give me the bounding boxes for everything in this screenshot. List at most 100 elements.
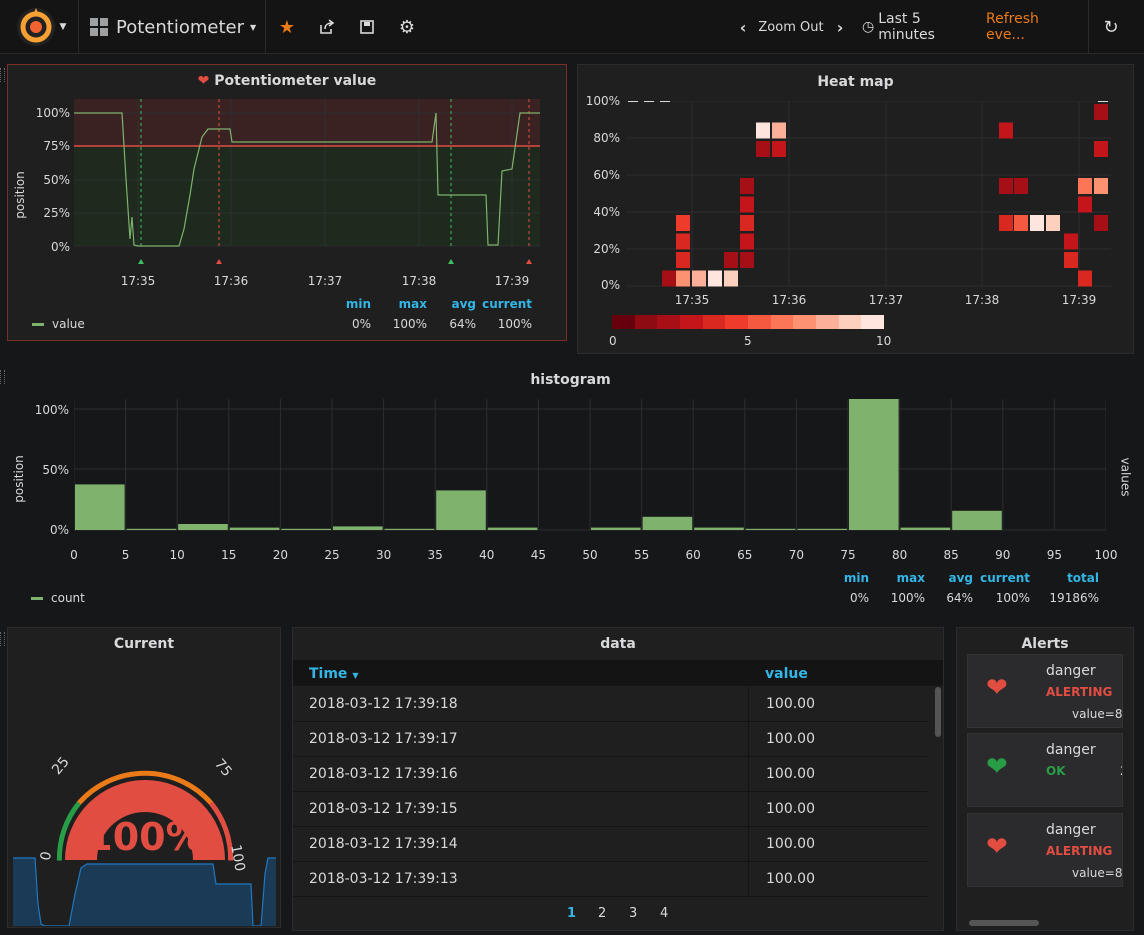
time-picker-button[interactable]: ◷ Last 5 minutes — [862, 6, 980, 48]
value-series-line — [74, 112, 540, 247]
histogram-bar — [384, 528, 435, 530]
table-row: 2018-03-12 17:39:14 100.00 — [293, 827, 927, 862]
histogram-bar — [126, 528, 177, 530]
heatmap-cell — [1094, 141, 1108, 157]
legend-series[interactable]: count — [31, 591, 85, 605]
y-tick-label: 50% — [43, 173, 70, 187]
alert-name: danger — [1046, 742, 1096, 758]
panel-title[interactable]: Heat map — [817, 74, 894, 90]
legend-header-max[interactable]: max — [896, 571, 925, 585]
column-header-value[interactable]: value — [765, 666, 808, 682]
x-tick-label: 35 — [427, 548, 443, 562]
legend-value-max: 100% — [890, 591, 925, 605]
y-tick-label: 20% — [593, 242, 620, 256]
y-tick-label: 25% — [43, 206, 70, 220]
heatmap-cell — [1046, 215, 1060, 231]
heatmap-cell — [662, 270, 676, 287]
pagination-page-2[interactable]: 2 — [598, 906, 607, 921]
refresh-interval-button[interactable]: Refresh eve... — [986, 6, 1080, 48]
grafana-logo-button[interactable]: ▼ — [8, 6, 74, 48]
zoom-out-button[interactable]: Zoom Out — [756, 6, 826, 48]
table-scrollbar[interactable] — [935, 687, 941, 737]
legend-header-current[interactable]: current — [482, 297, 532, 311]
pagination-page-4[interactable]: 4 — [660, 906, 669, 921]
pagination-page-3[interactable]: 3 — [629, 906, 638, 921]
alert-value: 2 — [1120, 764, 1122, 778]
panel-current: Current 100% 0 25 75 100 — [7, 627, 281, 928]
table-header: Time ▼ value — [293, 660, 943, 686]
row-drag-handle[interactable] — [0, 68, 5, 82]
x-tick-label: 17:36 — [213, 274, 249, 288]
dashboard-picker[interactable]: Potentiometer ▼ — [90, 6, 258, 48]
alert-state: ALERTING — [1046, 844, 1113, 858]
histogram-bar — [900, 527, 951, 530]
potentiometer-chart[interactable] — [74, 99, 540, 249]
legend-color-swatch — [702, 315, 726, 329]
heatmap-cell — [772, 122, 786, 139]
heatmap-cell — [772, 141, 786, 157]
legend-header-max[interactable]: max — [398, 297, 427, 311]
legend-value-min: 0% — [351, 317, 371, 331]
alerts-scrollbar[interactable] — [969, 920, 1039, 926]
y-tick-label: 100% — [35, 106, 70, 120]
legend-color-swatch — [838, 315, 862, 329]
gear-icon: ⚙ — [398, 16, 416, 38]
dashboard-title: Potentiometer — [116, 16, 244, 38]
heatmap-cell — [740, 215, 754, 231]
y-tick-label: 0% — [600, 278, 620, 292]
heatmap-chart[interactable] — [626, 101, 1111, 289]
refresh-button[interactable]: ↻ — [1096, 6, 1126, 48]
legend-header-avg[interactable]: avg — [451, 297, 476, 311]
legend-value-current: 100% — [995, 591, 1030, 605]
share-button[interactable] — [312, 6, 342, 48]
refresh-interval-label: Refresh eve... — [986, 11, 1039, 43]
legend-value-max: 100% — [392, 317, 427, 331]
legend-header-min[interactable]: min — [345, 297, 371, 311]
table-body[interactable]: 2018-03-12 17:39:18 100.00 2018-03-12 17:… — [293, 687, 935, 899]
panel-title[interactable]: histogram — [530, 372, 611, 388]
legend-series[interactable]: value — [32, 317, 85, 331]
x-tick-label: 0 — [70, 548, 78, 562]
star-icon: ★ — [278, 16, 296, 38]
heatmap-cell — [1094, 215, 1108, 231]
heatmap-cell — [756, 141, 770, 157]
alert-item[interactable]: ❤ danger OK 2 — [967, 733, 1123, 807]
panel-potentiometer: ❤ Potentiometer value position 100% 75% … — [7, 64, 567, 341]
row-drag-handle[interactable] — [0, 370, 5, 384]
legend-header-min[interactable]: min — [843, 571, 869, 585]
settings-button[interactable]: ⚙ — [392, 6, 422, 48]
legend-header-avg[interactable]: avg — [948, 571, 973, 585]
histogram-bar — [745, 528, 796, 530]
x-tick-label: 17:38 — [964, 293, 1000, 307]
x-tick-label: 45 — [530, 548, 547, 562]
legend-header-current[interactable]: current — [980, 571, 1030, 585]
legend-header-total[interactable]: total — [1067, 571, 1099, 585]
time-forward-button[interactable]: › — [830, 6, 850, 48]
histogram-bar — [797, 528, 847, 530]
zoom-out-label: Zoom Out — [758, 19, 824, 35]
histogram-bar — [178, 524, 228, 530]
x-tick-label: 17:35 — [120, 274, 156, 288]
panel-title[interactable]: Current — [113, 636, 175, 652]
time-back-button[interactable]: ‹ — [733, 6, 753, 48]
row-drag-handle[interactable] — [0, 632, 5, 646]
heatmap-cell — [999, 178, 1013, 194]
panel-title[interactable]: ❤ Potentiometer value — [8, 73, 566, 89]
histogram-chart[interactable] — [74, 399, 1106, 533]
histogram-bar — [591, 527, 641, 530]
heatmap-cell — [708, 270, 722, 287]
legend-scale-label: 5 — [744, 334, 752, 348]
heatmap-cell — [1064, 233, 1078, 250]
x-tick-label: 75 — [840, 548, 856, 562]
star-button[interactable]: ★ — [272, 6, 302, 48]
table-row: 2018-03-12 17:39:15 100.00 — [293, 792, 927, 827]
pagination-page-1[interactable]: 1 — [567, 906, 577, 921]
alert-item[interactable]: ❤ danger ALERTING value=82 — [967, 654, 1123, 728]
alert-item[interactable]: ❤ danger ALERTING value=86 — [967, 813, 1123, 887]
panel-title[interactable]: data — [600, 636, 636, 652]
save-button[interactable] — [352, 6, 382, 48]
refresh-icon: ↻ — [1103, 16, 1119, 38]
column-header-time[interactable]: Time ▼ — [309, 666, 359, 682]
panel-title[interactable]: Alerts — [1021, 636, 1069, 652]
histogram-bar — [952, 510, 1002, 530]
